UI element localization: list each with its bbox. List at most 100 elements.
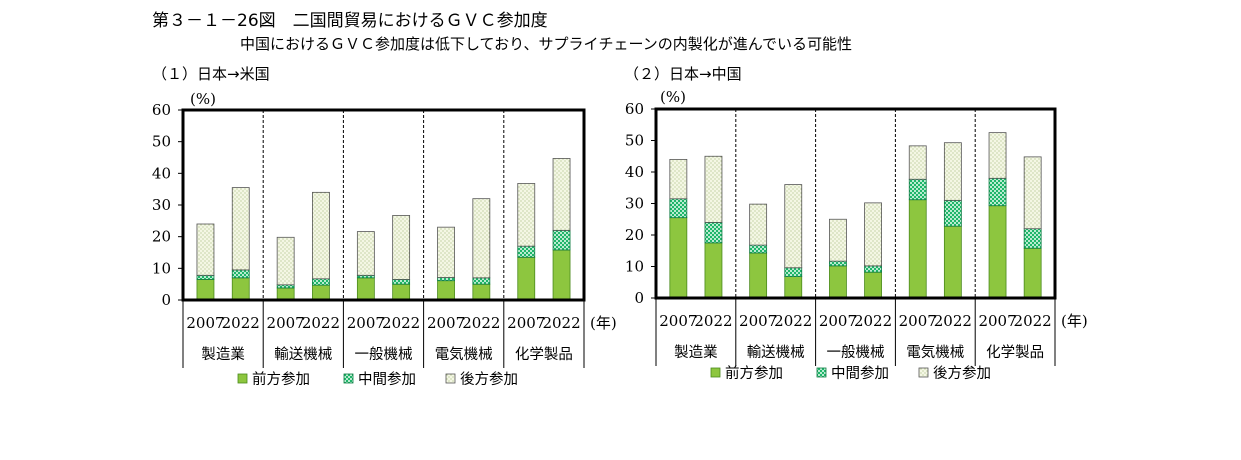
x-tick-label: 2022 bbox=[222, 314, 260, 332]
bar-backward bbox=[864, 202, 882, 267]
y-axis-unit: (%) bbox=[660, 88, 686, 106]
bar-middle bbox=[988, 177, 1007, 207]
plot-frame bbox=[654, 107, 1057, 300]
bar-middle bbox=[196, 274, 215, 280]
category-label: 一般機械 bbox=[827, 344, 885, 361]
x-tick-label: 2007 bbox=[427, 314, 465, 332]
bar-backward bbox=[196, 223, 215, 276]
bar-backward bbox=[437, 226, 455, 278]
bar-forward bbox=[196, 279, 215, 301]
y-tick-label: 0 bbox=[634, 289, 644, 307]
bar-backward bbox=[749, 203, 768, 246]
category-label: 輸送機械 bbox=[274, 346, 332, 363]
bar-forward bbox=[988, 205, 1007, 299]
x-tick-label: 2007 bbox=[978, 312, 1016, 330]
bar-forward bbox=[231, 277, 250, 301]
x-tick-label: 2007 bbox=[347, 314, 385, 332]
bar-forward bbox=[276, 287, 295, 301]
legend-label: 中間参加 bbox=[831, 365, 889, 382]
y-tick-label: 20 bbox=[152, 228, 171, 246]
y-tick-label: 60 bbox=[625, 100, 644, 118]
bar-backward bbox=[517, 183, 536, 247]
y-tick-label: 60 bbox=[152, 101, 171, 119]
legend-swatch bbox=[445, 373, 456, 384]
bar-middle bbox=[472, 277, 491, 285]
bar-forward bbox=[669, 217, 688, 299]
x-tick-label: 2007 bbox=[267, 314, 305, 332]
bar-forward bbox=[437, 280, 455, 301]
bar-middle bbox=[669, 198, 688, 219]
bar-backward bbox=[356, 231, 375, 276]
bar-forward bbox=[552, 249, 571, 301]
bar-backward bbox=[669, 158, 688, 200]
category-label: 電気機械 bbox=[435, 346, 493, 363]
x-tick-label: 2022 bbox=[694, 312, 732, 330]
category-label: 化学製品 bbox=[986, 344, 1044, 361]
bar-middle bbox=[704, 221, 723, 244]
bar-backward bbox=[784, 184, 803, 269]
category-label: 一般機械 bbox=[355, 346, 413, 363]
legend-swatch bbox=[343, 373, 354, 384]
bar-forward bbox=[908, 199, 927, 299]
bar-forward bbox=[864, 271, 882, 299]
y-tick-label: 10 bbox=[625, 258, 644, 276]
bar-middle bbox=[276, 284, 295, 289]
figure-title: 第３－１－26図 二国間貿易におけるＧＶＣ参加度 bbox=[152, 11, 548, 31]
bar-forward bbox=[356, 277, 375, 301]
panel-1-title: （１）日本→米国 bbox=[152, 65, 270, 83]
category-label: 製造業 bbox=[201, 346, 245, 363]
x-tick-label: 2022 bbox=[382, 314, 420, 332]
y-tick-label: 30 bbox=[625, 195, 644, 213]
bar-middle bbox=[437, 277, 455, 282]
legend-label: 後方参加 bbox=[460, 371, 518, 388]
x-tick-label: 2022 bbox=[1014, 312, 1052, 330]
y-tick-label: 30 bbox=[152, 196, 171, 214]
bar-middle bbox=[1023, 228, 1042, 249]
bar-forward bbox=[472, 283, 491, 301]
bar-middle bbox=[829, 260, 847, 267]
category-label: 化学製品 bbox=[515, 346, 573, 363]
bar-forward bbox=[704, 242, 723, 299]
legend-swatch bbox=[816, 367, 827, 378]
x-tick-label: 2022 bbox=[542, 314, 580, 332]
x-tick-label: 2022 bbox=[462, 314, 500, 332]
y-tick-label: 50 bbox=[625, 132, 644, 150]
bar-middle bbox=[864, 265, 882, 273]
x-axis-unit: (年) bbox=[1061, 312, 1088, 330]
bar-forward bbox=[749, 252, 768, 299]
y-tick-label: 20 bbox=[625, 226, 644, 244]
bar-backward bbox=[392, 215, 411, 280]
category-label: 輸送機械 bbox=[747, 344, 805, 361]
bar-backward bbox=[988, 132, 1007, 179]
bar-backward bbox=[552, 158, 571, 231]
legend-label: 前方参加 bbox=[252, 371, 310, 388]
bar-backward bbox=[231, 187, 250, 271]
y-axis-unit: (%) bbox=[190, 90, 216, 108]
bar-middle bbox=[552, 229, 571, 251]
category-label: 電気機械 bbox=[906, 344, 964, 361]
bar-forward bbox=[517, 256, 536, 301]
bar-forward bbox=[943, 225, 962, 299]
y-tick-label: 40 bbox=[625, 163, 644, 181]
x-tick-label: 2007 bbox=[739, 312, 777, 330]
bar-backward bbox=[704, 155, 723, 223]
bar-backward bbox=[943, 142, 962, 201]
bar-middle bbox=[908, 178, 927, 201]
panel-2-title: （２）日本→中国 bbox=[624, 65, 742, 83]
bar-middle bbox=[749, 244, 768, 254]
x-tick-label: 2022 bbox=[854, 312, 892, 330]
x-tick-label: 2022 bbox=[934, 312, 972, 330]
bar-middle bbox=[392, 279, 411, 285]
x-axis-unit: (年) bbox=[590, 314, 617, 332]
y-tick-label: 10 bbox=[152, 259, 171, 277]
category-label: 製造業 bbox=[674, 344, 718, 361]
bar-forward bbox=[392, 283, 411, 301]
x-tick-label: 2007 bbox=[186, 314, 224, 332]
bar-backward bbox=[829, 218, 847, 262]
x-tick-label: 2022 bbox=[774, 312, 812, 330]
x-tick-label: 2007 bbox=[507, 314, 545, 332]
legend-label: 中間参加 bbox=[358, 371, 416, 388]
legend-swatch bbox=[237, 373, 248, 384]
bar-backward bbox=[1023, 156, 1042, 230]
